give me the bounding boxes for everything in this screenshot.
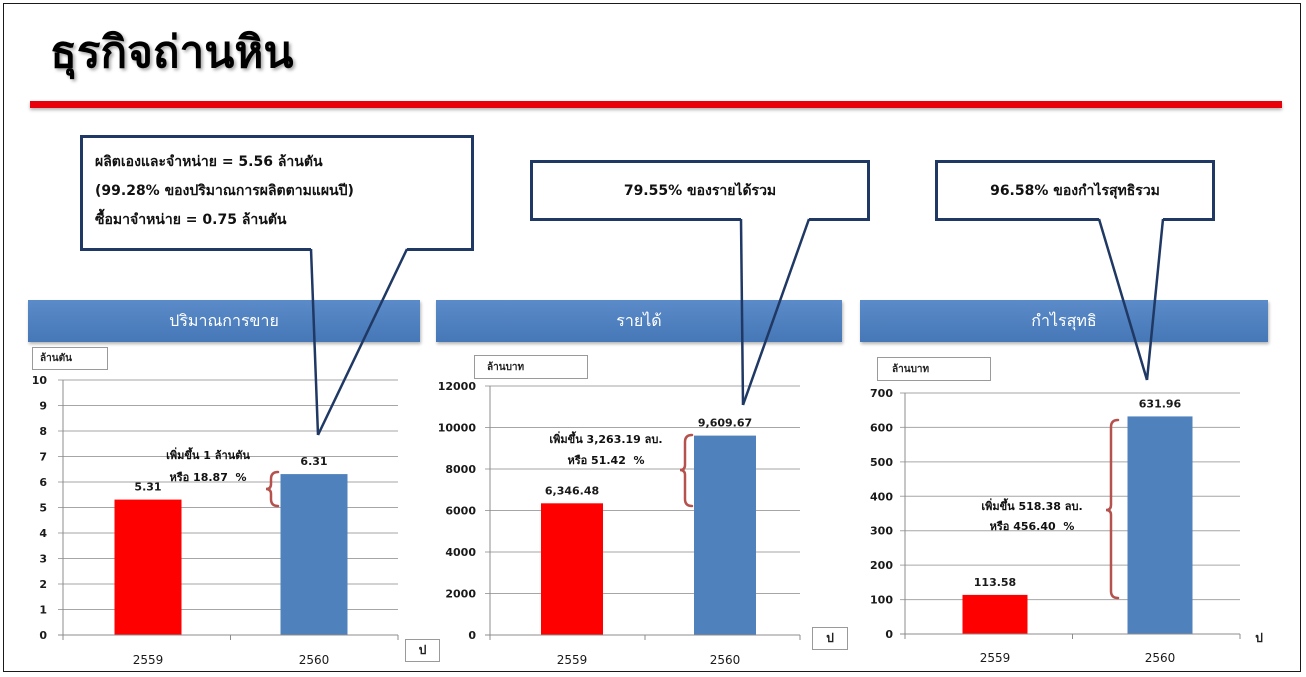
bar-2560 xyxy=(694,435,756,635)
y-tick-label: 1 xyxy=(39,604,47,617)
x-tick-label: 2560 xyxy=(299,653,330,667)
x-unit-label: ป xyxy=(1255,630,1263,645)
y-tick-label: 7 xyxy=(39,451,47,464)
y-tick-label: 6000 xyxy=(445,505,476,518)
increase-amount: เพิ่มขึ้น 1 ล้านตัน xyxy=(166,449,250,462)
callout-line: 79.55% ของรายได้รวม xyxy=(623,182,777,199)
y-tick-label: 5 xyxy=(39,502,47,515)
data-label: 113.58 xyxy=(974,576,1016,589)
y-tick-label: 100 xyxy=(870,594,893,607)
x-tick-label: 2560 xyxy=(1145,651,1176,665)
y-tick-label: 2000 xyxy=(445,588,476,601)
callout-profit-share: 96.58% ของกำไรสุทธิรวม xyxy=(935,160,1215,221)
y-tick-label: 8000 xyxy=(445,463,476,476)
data-label: 9,609.67 xyxy=(698,417,752,430)
y-tick-label: 700 xyxy=(870,387,893,400)
data-label: 5.31 xyxy=(134,481,161,494)
y-tick-label: 2 xyxy=(39,578,47,591)
x-unit-label: ป xyxy=(405,639,440,662)
chart-3-plot: 0 100 200 300 400 500 600 700 113.58 2559 631.96 25… xyxy=(870,387,1241,665)
x-tick-label: 2559 xyxy=(557,653,588,667)
slide-title: ธุรกิจถ่านหิน xyxy=(50,27,294,78)
x-unit-label: ป xyxy=(812,627,848,650)
increase-bracket xyxy=(265,470,280,508)
increase-amount: เพิ่มขึ้น 3,263.19 ลบ. xyxy=(549,433,663,446)
y-tick-label: 3 xyxy=(39,553,47,566)
x-tick-label: 2559 xyxy=(980,651,1011,665)
y-tick-label: 10 xyxy=(32,374,48,387)
increase-annotation: เพิ่มขึ้น 518.38 ลบ. หรือ 456.40 % xyxy=(958,497,1106,537)
callout-revenue-share: 79.55% ของรายได้รวม xyxy=(530,160,870,221)
y-tick-label: 300 xyxy=(870,525,893,538)
bar-2560 xyxy=(280,474,348,635)
bar-2560 xyxy=(1127,416,1193,634)
y-tick-label: 6 xyxy=(39,476,47,489)
chart-1-plot: 0 1 2 3 4 5 6 7 8 9 10 5.31 2559 6.31 2560 xyxy=(32,374,399,667)
chart-header-sales-volume: ปริมาณการขาย xyxy=(28,300,420,342)
bar-2559 xyxy=(114,499,182,635)
y-tick-label: 4000 xyxy=(445,546,476,559)
data-label: 631.96 xyxy=(1139,397,1182,410)
increase-bracket xyxy=(1105,418,1120,600)
y-tick-label: 0 xyxy=(468,629,476,642)
x-tick-label: 2560 xyxy=(710,653,741,667)
chart-2-plot: 0 2000 4000 6000 8000 10000 12000 6,346.48 2559 9… xyxy=(438,380,801,667)
y-tick-label: 12000 xyxy=(438,380,477,393)
callout-line: ซื้อมาจำหน่าย = 0.75 ล้านตัน xyxy=(95,212,287,228)
y-unit-label: ล้านบาท xyxy=(474,355,588,379)
bar-2559 xyxy=(541,503,603,635)
callout-line: (99.28% ของปริมาณการผลิตตามแผนปี) xyxy=(95,183,354,199)
y-unit-label: ล้านตัน xyxy=(32,347,108,370)
y-tick-label: 400 xyxy=(870,490,893,503)
increase-annotation: เพิ่มขึ้น 1 ล้านตัน หรือ 18.87 % xyxy=(138,445,278,489)
increase-amount: เพิ่มขึ้น 518.38 ลบ. xyxy=(981,500,1083,513)
data-label: 6.31 xyxy=(300,455,327,468)
y-tick-label: 500 xyxy=(870,456,893,469)
bar-2559 xyxy=(962,594,1028,634)
increase-bracket xyxy=(679,433,694,508)
x-tick-label: 2559 xyxy=(133,653,164,667)
callout-line: 96.58% ของกำไรสุทธิรวม xyxy=(990,182,1160,199)
y-tick-label: 9 xyxy=(39,400,47,413)
title-underline xyxy=(30,101,1282,108)
chart-header-net-profit: กำไรสุทธิ xyxy=(860,300,1268,342)
y-tick-label: 10000 xyxy=(438,422,477,435)
increase-percent: หรือ 18.87 % xyxy=(169,471,247,484)
y-tick-label: 200 xyxy=(870,559,893,572)
increase-annotation: เพิ่มขึ้น 3,263.19 ลบ. หรือ 51.42 % xyxy=(528,429,684,471)
y-tick-label: 8 xyxy=(39,425,47,438)
increase-percent: หรือ 456.40 % xyxy=(989,520,1075,533)
y-tick-label: 600 xyxy=(870,421,893,434)
y-unit-label: ล้านบาท xyxy=(877,357,991,381)
slide-frame xyxy=(3,3,1301,672)
callout-line: ผลิตเองและจำหน่าย = 5.56 ล้านตัน xyxy=(95,154,323,170)
y-tick-label: 0 xyxy=(39,629,47,642)
data-label: 6,346.48 xyxy=(545,484,599,497)
y-tick-label: 0 xyxy=(885,628,893,641)
chart-header-revenue: รายได้ xyxy=(436,300,842,342)
increase-percent: หรือ 51.42 % xyxy=(567,454,645,467)
y-tick-label: 4 xyxy=(39,527,47,540)
callout-production: ผลิตเองและจำหน่าย = 5.56 ล้านตัน (99.28%… xyxy=(80,135,474,251)
